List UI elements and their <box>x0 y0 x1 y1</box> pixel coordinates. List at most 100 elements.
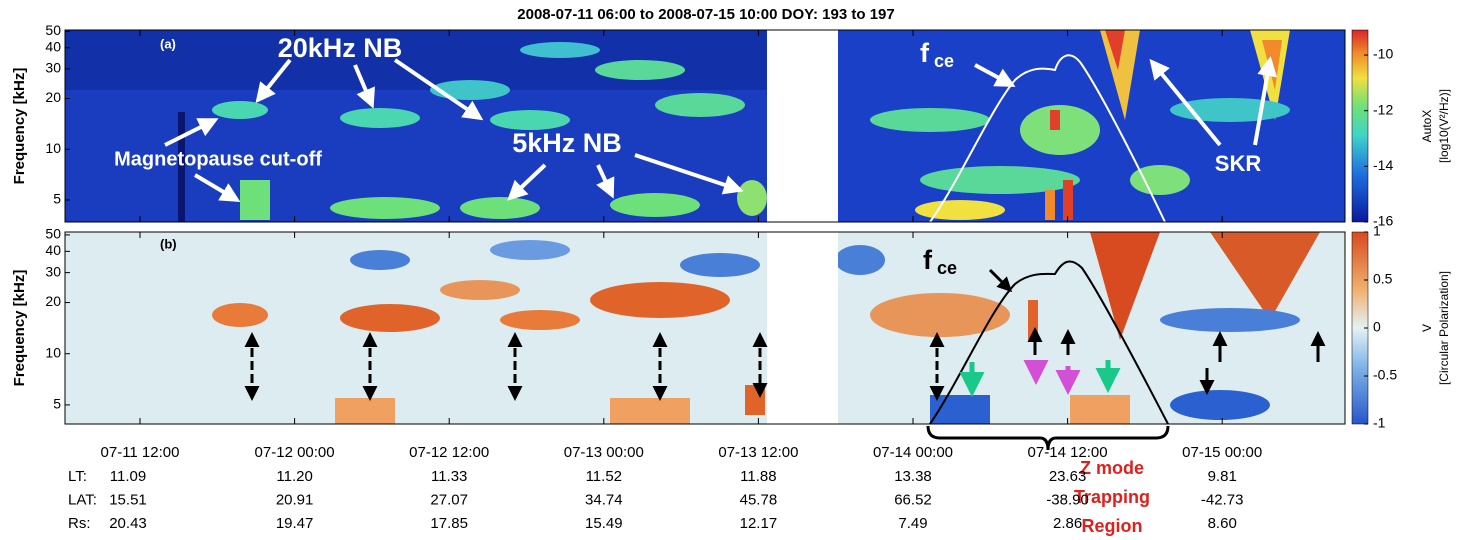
figure-shape <box>193 173 241 203</box>
y-tick-label: 20 <box>45 293 61 309</box>
ephemeris-value: 11.52 <box>586 468 622 485</box>
figure-shape <box>1253 56 1278 146</box>
figure-shape <box>596 164 615 199</box>
ephemeris-value: 11.09 <box>110 468 146 485</box>
colorbar <box>1351 29 1369 223</box>
spectrogram-b <box>65 232 1345 424</box>
colorbar-title: V <box>1420 324 1434 332</box>
figure-shape <box>350 250 410 270</box>
figure-shape <box>340 108 420 128</box>
ephemeris-value: 34.74 <box>585 491 623 508</box>
figure-shape <box>870 293 1010 337</box>
figure-shape <box>929 54 1166 222</box>
y-tick-label: 5 <box>53 191 61 207</box>
figure-shape <box>1050 110 1060 130</box>
figure-shape <box>353 64 375 109</box>
figure-shape <box>212 101 268 119</box>
ephemeris-value: 12.17 <box>740 515 778 532</box>
ephemeris-value: 2.86 <box>1053 515 1082 532</box>
figure-shape <box>430 80 510 100</box>
brace <box>926 425 1170 451</box>
figure-shape <box>610 193 700 217</box>
figure-shape <box>920 166 1080 194</box>
figure-shape <box>1170 390 1270 420</box>
y-tick-label: 40 <box>45 38 61 54</box>
spectrogram-a <box>65 30 1345 222</box>
figure-shape <box>835 245 885 275</box>
ephemeris-value: 19.47 <box>276 515 314 532</box>
region-label: Trapping <box>1074 487 1150 507</box>
y-tick-label: 20 <box>45 89 61 105</box>
ephemeris-value: 45.78 <box>740 491 778 508</box>
x-tick-label: 07-14 00:00 <box>873 444 953 461</box>
figure-shape <box>767 30 838 222</box>
figure-shape <box>490 240 570 260</box>
annotation: f <box>923 245 933 275</box>
figure-shape <box>1090 232 1160 340</box>
figure-shape <box>178 112 185 222</box>
x-tick-label: 07-13 00:00 <box>564 444 644 461</box>
figure-shape <box>929 260 1169 424</box>
annotation: 5kHz NB <box>512 128 622 158</box>
figure-shape <box>393 58 484 121</box>
axes-frame <box>64 29 1346 223</box>
ephemeris-value: 17.85 <box>430 515 468 532</box>
title: 2008-07-11 06:00 to 2008-07-15 10:00 DOY… <box>517 6 894 23</box>
figure-shape <box>1210 232 1320 320</box>
figure-shape <box>745 385 765 415</box>
figure-shape <box>500 310 580 330</box>
figure-shape <box>490 110 570 130</box>
y-tick-label: 10 <box>45 140 61 156</box>
figure-shape <box>1063 180 1073 220</box>
figure-shape <box>680 253 760 277</box>
colorbar-tick-label: -12 <box>1373 101 1393 117</box>
figure-shape <box>1170 98 1290 122</box>
arrows <box>164 56 1278 203</box>
ephemeris-value: -42.73 <box>1201 491 1244 508</box>
annotation: 20kHz NB <box>278 33 403 63</box>
colorbar-tick-label: 0 <box>1373 319 1381 335</box>
figure-shape <box>255 58 292 104</box>
y-axis-label: Frequency [kHz] <box>11 68 28 185</box>
figure-shape <box>340 304 440 332</box>
figure-shape <box>1130 165 1190 195</box>
figure-shape <box>520 42 600 58</box>
ephemeris-value: 23.63 <box>1049 468 1087 485</box>
y-tick-label: 30 <box>45 263 61 279</box>
y-tick-label: 50 <box>45 22 61 38</box>
figure-shape <box>1028 300 1038 340</box>
figure-shape <box>440 280 520 300</box>
figure-shape <box>655 93 745 117</box>
colorbar-unit: [Circular Polarization] <box>1437 271 1451 385</box>
ephemeris-value: 15.49 <box>585 515 623 532</box>
ephemeris-value: 66.52 <box>894 491 932 508</box>
ephemeris-value: 7.49 <box>898 515 927 532</box>
region-label: Region <box>1082 516 1143 536</box>
figure-shape <box>164 118 219 147</box>
colorbar-tick-label: -14 <box>1373 157 1393 173</box>
figure-shape <box>1045 190 1055 220</box>
colorbar-tick-label: -16 <box>1373 213 1393 229</box>
x-tick-label: 07-15 00:00 <box>1182 444 1262 461</box>
ephemeris-value: 20.91 <box>276 491 314 508</box>
ephemeris-value: 9.81 <box>1208 468 1237 485</box>
x-tick-label: 07-14 12:00 <box>1028 444 1108 461</box>
ephemeris-value: 11.33 <box>431 468 467 485</box>
figure-shape <box>595 60 685 80</box>
colorbar-unit: [log10(V²/Hz)] <box>1437 89 1451 163</box>
colorbar-title: AutoX <box>1420 110 1434 143</box>
x-tick-label: 07-12 00:00 <box>255 444 335 461</box>
figure-shape <box>915 200 1005 220</box>
figure-shape <box>1149 58 1222 147</box>
annotation: ce <box>934 51 954 71</box>
panel-label: (a) <box>160 36 176 51</box>
y-tick-label: 30 <box>45 60 61 76</box>
figure-shape <box>1105 30 1125 70</box>
figure-shape <box>610 398 690 424</box>
figure-shape <box>335 398 395 424</box>
colorbar-tick-label: -10 <box>1373 46 1393 62</box>
ephemeris-value: 11.20 <box>276 468 312 485</box>
figure-shape <box>240 180 270 220</box>
ephemeris-value: -38.90 <box>1046 491 1089 508</box>
